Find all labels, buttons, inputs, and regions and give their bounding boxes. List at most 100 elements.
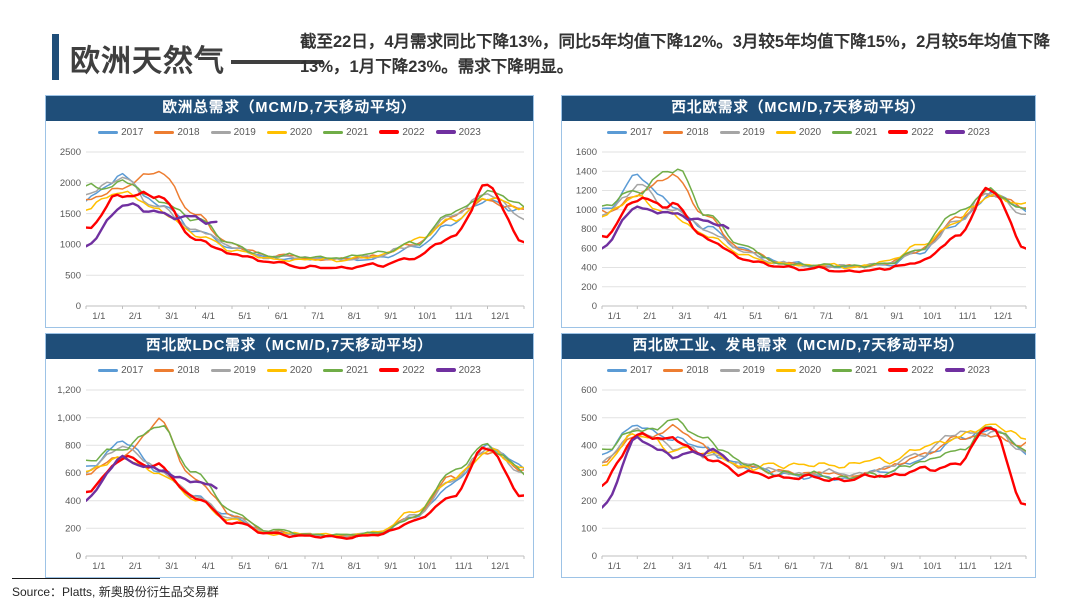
legend-item: 2022 [379,126,425,138]
legend-item: 2021 [832,365,877,376]
legend-label: 2017 [121,364,144,376]
accent-bar [52,34,59,80]
svg-text:200: 200 [581,282,597,293]
legend-label: 2022 [911,126,934,138]
svg-text:7/1: 7/1 [311,561,324,572]
legend-swatch [888,130,909,134]
legend-item: 2018 [154,126,200,138]
svg-text:9/1: 9/1 [384,561,397,572]
svg-text:600: 600 [65,468,81,479]
legend-item: 2022 [379,365,425,376]
legend-label: 2019 [742,126,765,138]
chart-legend: 2017 2018 2019 2020 2021 2022 2023 [46,359,533,381]
svg-text:7/1: 7/1 [820,561,833,572]
legend-swatch [154,368,175,372]
chart-title: 西北欧工业、发电需求（MCM/D,7天移动平均） [562,334,1035,359]
svg-text:800: 800 [65,441,81,452]
slide-header: 欧洲天然气 截至22日，4月需求同比下降13%，同比5年均值下降12%。3月较5… [0,22,1080,92]
legend-swatch [607,130,628,134]
legend-item: 2020 [775,365,821,376]
chart-legend: 2017 2018 2019 2020 2021 2022 2023 [562,121,1035,143]
legend-label: 2023 [967,126,990,138]
svg-text:1/1: 1/1 [608,311,621,322]
svg-text:11/1: 11/1 [455,561,473,572]
svg-text:1600: 1600 [576,147,597,158]
legend-item: 2019 [210,365,256,376]
legend-item: 2020 [775,127,821,138]
svg-text:11/1: 11/1 [959,311,977,322]
legend-swatch [663,368,684,372]
legend-label: 2018 [686,126,709,138]
svg-text:6/1: 6/1 [784,311,797,322]
legend-swatch [154,130,175,134]
chart-title: 欧洲总需求（MCM/D,7天移动平均） [46,96,533,121]
svg-text:6/1: 6/1 [784,561,797,572]
legend-label: 2020 [289,126,313,138]
svg-text:600: 600 [581,385,597,396]
legend-swatch [379,368,400,372]
legend-label: 2019 [742,364,765,376]
svg-text:10/1: 10/1 [418,561,437,572]
chart-legend: 2017 2018 2019 2020 2021 2022 2023 [562,359,1035,381]
svg-text:4/1: 4/1 [714,311,727,322]
svg-text:1500: 1500 [60,209,81,220]
svg-text:9/1: 9/1 [890,561,903,572]
svg-text:500: 500 [581,413,597,424]
svg-text:600: 600 [581,244,597,255]
legend-item: 2022 [888,126,934,138]
svg-text:7/1: 7/1 [820,311,833,322]
svg-text:8/1: 8/1 [348,311,361,322]
svg-text:1/1: 1/1 [92,561,105,572]
legend-item: 2023 [435,127,481,138]
chart-canvas: 0 200 400 600 800 1,000 1,200 1/1 2/1 3/1 4/1 5/1 6/… [57,385,525,572]
svg-text:100: 100 [581,524,597,535]
legend-label: 2018 [177,126,200,138]
legend-swatch [944,368,965,372]
svg-text:12/1: 12/1 [994,561,1013,572]
svg-text:5/1: 5/1 [749,561,762,572]
footer-rule [12,578,160,579]
chart-panel-nwe-demand: 西北欧需求（MCM/D,7天移动平均） 2017 2018 2019 2020 2021… [561,95,1036,328]
svg-text:0: 0 [76,551,81,562]
svg-text:500: 500 [65,270,81,281]
summary-text: 截至22日，4月需求同比下降13%，同比5年均值下降12%。3月较5年均值下降1… [300,33,1050,76]
svg-text:400: 400 [65,496,81,507]
svg-text:1/1: 1/1 [608,561,621,572]
svg-text:4/1: 4/1 [202,561,215,572]
legend-swatch [775,368,796,372]
svg-text:2/1: 2/1 [643,311,656,322]
legend-item: 2018 [154,364,200,376]
source-text: Source：Platts, 新奥股份衍生品交易群 [12,585,219,599]
legend-item: 2019 [210,127,256,138]
legend-item: 2017 [98,127,143,138]
legend-label: 2022 [402,126,425,138]
svg-text:3/1: 3/1 [678,311,691,322]
svg-text:8/1: 8/1 [855,561,868,572]
legend-item: 2023 [944,364,990,376]
legend-item: 2020 [266,126,313,138]
legend-label: 2020 [289,364,313,376]
svg-text:1400: 1400 [576,167,597,178]
legend-swatch [210,368,231,372]
legend-label: 2023 [967,364,990,376]
svg-text:1000: 1000 [60,240,81,251]
svg-text:2/1: 2/1 [643,561,656,572]
svg-text:300: 300 [581,468,597,479]
svg-text:0: 0 [592,551,597,562]
svg-text:11/1: 11/1 [959,561,977,572]
legend-label: 2021 [855,364,878,376]
chart-panel-nwe-ldc: 西北欧LDC需求（MCM/D,7天移动平均） 2017 2018 2019 2020 2… [45,333,534,578]
svg-text:3/1: 3/1 [165,561,178,572]
legend-label: 2021 [346,126,369,138]
legend-swatch [944,130,965,134]
svg-text:10/1: 10/1 [923,311,942,322]
svg-text:200: 200 [65,524,81,535]
svg-text:5/1: 5/1 [238,561,251,572]
svg-text:1,200: 1,200 [57,385,81,396]
svg-text:0: 0 [76,301,81,312]
legend-item: 2021 [323,365,368,376]
legend-label: 2018 [177,364,200,376]
legend-item: 2019 [719,364,765,376]
legend-label: 2022 [911,364,934,376]
